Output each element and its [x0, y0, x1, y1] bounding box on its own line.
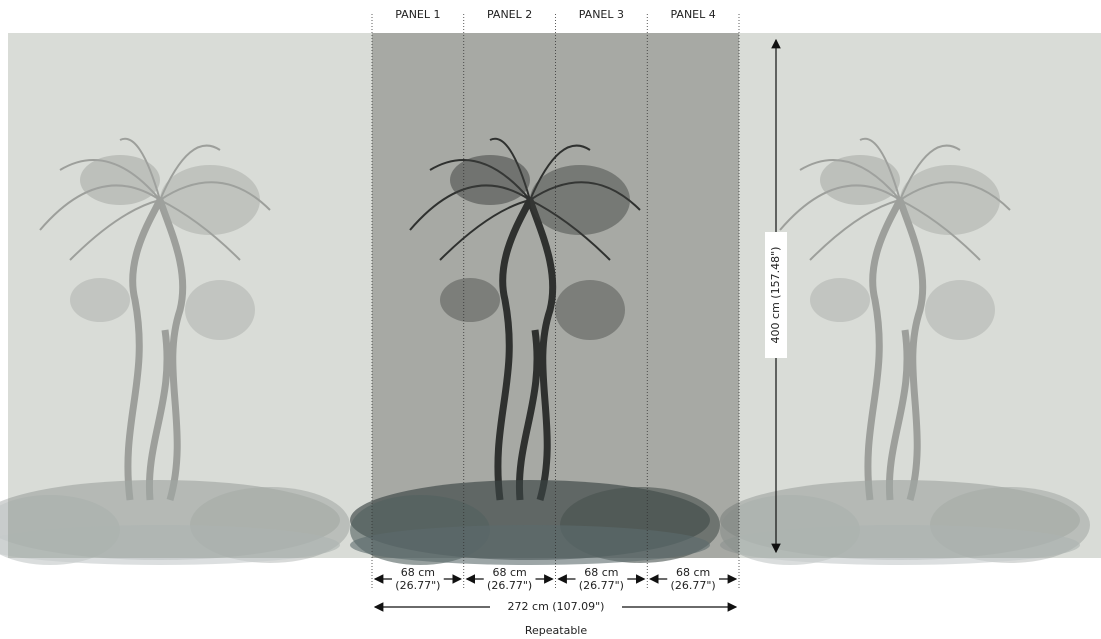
panel-label: PANEL 3	[579, 8, 624, 21]
panel-label: PANEL 2	[487, 8, 532, 21]
panel-width-in: (26.77")	[579, 579, 624, 592]
panel-label: PANEL 1	[395, 8, 440, 21]
panel-width-cm: 68 cm	[401, 566, 435, 579]
height-label-box	[765, 232, 787, 358]
total-width: 272 cm (107.09")	[508, 600, 605, 613]
panel-width-cm: 68 cm	[676, 566, 710, 579]
panel-width-in: (26.77")	[671, 579, 716, 592]
height-label: 400 cm (157.48")	[769, 247, 782, 344]
panel-width-cm: 68 cm	[584, 566, 618, 579]
note: Repeatable	[525, 624, 587, 637]
panel-label: PANEL 4	[670, 8, 715, 21]
panel-width-in: (26.77")	[395, 579, 440, 592]
panel-width-cm: 68 cm	[492, 566, 526, 579]
panel-width-in: (26.77")	[487, 579, 532, 592]
